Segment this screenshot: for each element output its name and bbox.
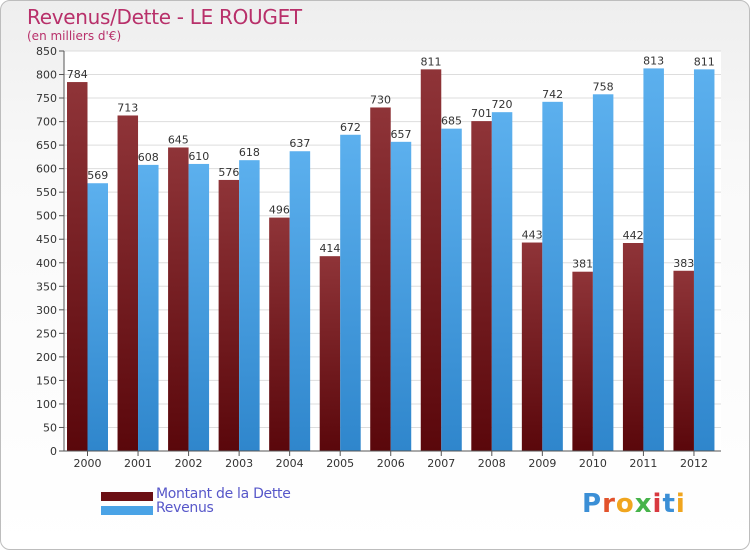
bar-revenus-2001 [138, 164, 159, 451]
y-tick-label: 500 [36, 210, 57, 223]
legend-swatch-revenus [101, 506, 153, 515]
bar-revenus-2004 [289, 151, 311, 451]
data-label-revenus: 608 [138, 151, 159, 164]
data-label-revenus: 569 [87, 169, 108, 182]
data-label-dette: 496 [269, 204, 290, 217]
y-tick-label: 50 [43, 421, 57, 434]
data-label-revenus: 610 [188, 150, 209, 163]
logo-letter: i [652, 489, 663, 519]
data-label-revenus: 637 [289, 137, 310, 150]
bar-revenus-2000 [87, 183, 108, 451]
x-tick-label: 2004 [276, 457, 304, 470]
y-tick-label: 600 [36, 163, 57, 176]
y-tick-label: 400 [36, 257, 57, 270]
y-tick-label: 800 [36, 69, 57, 82]
data-label-dette: 784 [67, 68, 88, 81]
y-tick-label: 550 [36, 186, 57, 199]
data-label-dette: 414 [319, 242, 340, 255]
y-tick-label: 300 [36, 304, 57, 317]
data-label-dette: 730 [370, 93, 391, 106]
bar-revenus-2002 [188, 163, 210, 452]
proxiti-logo: Proxiti [582, 489, 686, 519]
data-label-dette: 645 [168, 133, 189, 146]
bar-dette-2005 [319, 256, 341, 451]
x-tick-label: 2010 [579, 457, 607, 470]
y-tick-label: 850 [36, 45, 57, 58]
y-tick-label: 150 [36, 374, 57, 387]
bar-dette-2003 [218, 179, 240, 452]
legend-label-dette: Montant de la Dette [156, 486, 291, 502]
x-tick-label: 2001 [124, 457, 152, 470]
logo-letter: r [602, 489, 616, 519]
logo-letter: i [675, 489, 686, 519]
legend-swatch-dette [101, 492, 153, 501]
x-tick-label: 2007 [427, 457, 455, 470]
bar-dette-2001 [117, 115, 139, 452]
chart-title: Revenus/Dette - LE ROUGET [27, 5, 302, 29]
bar-dette-2009 [521, 242, 543, 451]
x-tick-label: 2006 [377, 457, 405, 470]
bar-dette-2000 [67, 82, 88, 451]
bar-revenus-2010 [592, 94, 614, 451]
bar-revenus-2012 [693, 69, 715, 452]
bar-revenus-2006 [390, 141, 412, 451]
data-label-dette: 381 [572, 258, 593, 271]
bar-dette-2010 [572, 271, 593, 451]
logo-letter: x [634, 489, 653, 519]
x-tick-label: 2003 [225, 457, 253, 470]
data-label-revenus: 618 [239, 146, 260, 159]
y-tick-label: 200 [36, 351, 57, 364]
data-label-dette: 383 [673, 257, 694, 270]
data-label-dette: 442 [623, 229, 644, 242]
bar-revenus-2011 [643, 68, 664, 451]
bar-revenus-2005 [340, 134, 361, 451]
bar-dette-2002 [168, 147, 189, 451]
data-label-dette: 443 [522, 229, 543, 242]
y-tick-label: 350 [36, 280, 57, 293]
bar-revenus-2007 [441, 128, 462, 451]
legend-label-revenus: Revenus [156, 500, 214, 516]
bar-dette-2006 [370, 107, 391, 452]
bar-dette-2008 [471, 121, 492, 451]
data-label-revenus: 742 [542, 88, 563, 101]
x-tick-label: 2000 [74, 457, 102, 470]
x-tick-label: 2011 [629, 457, 657, 470]
bar-revenus-2003 [239, 160, 260, 452]
data-label-revenus: 811 [694, 55, 715, 68]
y-tick-label: 250 [36, 327, 57, 340]
bar-revenus-2008 [491, 112, 513, 452]
data-label-revenus: 758 [593, 80, 614, 93]
data-label-revenus: 672 [340, 121, 361, 134]
x-tick-label: 2002 [175, 457, 203, 470]
x-tick-label: 2008 [478, 457, 506, 470]
logo-letter: t [662, 489, 676, 519]
bar-dette-2007 [420, 69, 442, 452]
logo-letter: P [582, 489, 603, 519]
data-label-dette: 576 [218, 166, 239, 179]
chart-subtitle: (en milliers d'€) [27, 29, 122, 43]
bar-dette-2012 [673, 270, 694, 451]
data-label-dette: 811 [421, 55, 442, 68]
data-label-revenus: 720 [492, 98, 513, 111]
bar-dette-2011 [622, 243, 644, 451]
y-tick-label: 750 [36, 92, 57, 105]
data-label-revenus: 657 [390, 128, 411, 141]
data-label-revenus: 813 [643, 54, 664, 67]
x-tick-label: 2005 [326, 457, 354, 470]
y-tick-label: 700 [36, 116, 57, 129]
x-tick-label: 2009 [528, 457, 556, 470]
y-tick-label: 100 [36, 398, 57, 411]
y-tick-label: 650 [36, 139, 57, 152]
y-tick-label: 0 [50, 445, 57, 458]
logo-letter: o [615, 489, 635, 519]
data-label-dette: 701 [471, 107, 492, 120]
bar-revenus-2009 [542, 101, 563, 451]
x-tick-label: 2012 [680, 457, 708, 470]
y-tick-label: 450 [36, 233, 57, 246]
data-label-dette: 713 [117, 101, 138, 114]
bar-dette-2004 [269, 217, 290, 451]
data-label-revenus: 685 [441, 115, 462, 128]
